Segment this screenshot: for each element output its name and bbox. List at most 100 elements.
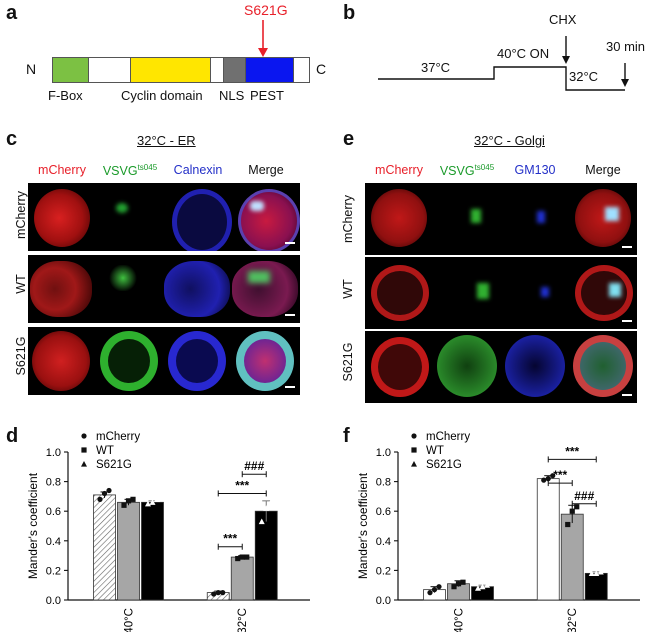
data-point [97,496,103,502]
panel-c-col-merge: Merge [232,163,300,177]
legend-marker [81,447,87,453]
micrograph-e-mcherry-vsvg [433,183,501,255]
sig-label: ### [244,459,264,473]
legend-label: S621G [96,459,132,471]
col-text: VSVG [102,164,138,179]
panel-label-c: c [6,128,18,150]
data-point [565,521,571,528]
micrograph-c-mcherry-calnexin [164,183,232,251]
panel-c-row-mcherry: mCherry [14,191,28,239]
data-point [145,500,151,507]
legend-label: S621G [426,459,462,471]
bar [117,501,140,601]
data-point [431,587,438,593]
y-axis-label: Mander's coefficient [26,472,40,579]
y-tick-label: 0.4 [376,536,391,548]
y-tick-label: 0.0 [46,595,61,607]
sig-label: *** [235,478,249,492]
data-point [460,579,466,585]
bar [141,501,164,601]
domain-label-nls: NLS [219,88,245,103]
x-tick-label: 40°C [454,608,466,632]
chart-d: 0.0 0.2 0.4 0.6 0.8 1.0 Mander's coefficient mC… [26,431,310,632]
col-text: mCherry [38,163,86,177]
x-tick-label: 32°C [237,608,249,632]
panel-e-row-wt: WT [341,279,355,299]
x-tick-label: 40°C [124,608,136,632]
data-point [574,504,580,510]
col-text: GM130 [514,163,556,177]
legend-label: mCherry [96,431,140,443]
data-point [130,496,136,502]
micrograph-e-s621g-gm130 [501,331,569,403]
panel-e-col-mcherry: mCherry [365,163,433,177]
mutation-label: S621G [244,2,288,18]
data-point [211,591,217,597]
y-tick-label: 0.2 [376,565,391,577]
temp-shift-label: 40°C ON [497,46,550,61]
panel-c-row-s621g: S621G [14,336,28,376]
micrograph-c-mcherry-merge [232,183,300,251]
legend-marker [411,433,417,439]
chx-label: CHX [549,12,577,27]
legend-label: WT [426,445,444,457]
domain-pest [245,57,294,83]
y-tick-label: 1.0 [46,447,61,459]
c-terminus-label: C [316,61,327,77]
y-tick-label: 0.4 [46,536,61,548]
domain-label-pest: PEST [250,88,284,103]
scale-bar [622,394,632,396]
micrograph-e-wt-gm130 [501,257,569,329]
data-point [451,584,457,590]
col-text: Merge [248,163,284,177]
micrograph-e-s621g-vsvg [433,331,501,403]
data-point [149,499,156,505]
panel-c-row-wt: WT [14,274,28,294]
data-point [597,568,604,575]
micrograph-c-wt-mcherry [28,255,96,323]
micrograph-c-wt-vsvg [96,255,164,323]
col-text: VSVG [439,164,475,179]
bar [93,494,116,601]
panel-c-col-mcherry: mCherry [28,163,96,177]
data-point [267,499,274,505]
micrograph-c-s621g-merge [232,327,300,395]
y-tick-label: 0.6 [376,506,391,518]
data-point [125,498,132,504]
data-point [106,487,112,494]
data-point [541,477,547,483]
col-text: Calnexin [173,163,223,177]
data-point [569,508,575,514]
panel-c-col-calnexin: Calnexin [164,163,232,177]
panel-e-col-gm130: GM130 [501,163,569,177]
data-point [244,554,250,560]
micrograph-e-wt-vsvg [433,257,501,329]
domain-cyclin [130,57,211,83]
data-point [588,570,595,576]
data-point [593,570,600,576]
legend-marker [81,461,87,467]
y-tick-label: 0.6 [46,506,61,518]
bar [254,510,278,601]
data-point [455,581,462,587]
col-sup: ts045 [474,163,495,172]
panel-e-col-merge: Merge [569,163,637,177]
col-text: mCherry [375,163,423,177]
micrograph-c-wt-calnexin [164,255,232,323]
micrograph-e-wt-merge [569,257,637,329]
panel-c-col-vsvg: VSVGts045 [96,163,164,178]
panel-c-title: 32°C - ER [137,133,196,148]
y-tick-label: 1.0 [376,447,391,459]
data-point [239,554,245,560]
bar [584,572,608,601]
bar [230,556,254,601]
y-tick-label: 0.8 [46,477,61,489]
micrograph-c-wt-merge [232,255,300,323]
col-text: Merge [585,163,621,177]
domain-fbox [52,57,89,83]
sig-label: *** [553,468,567,482]
data-point [258,518,265,525]
micrograph-c-mcherry-mcherry [28,183,96,251]
time-label: 30 min [606,39,646,54]
mutation-arrow [258,20,268,57]
